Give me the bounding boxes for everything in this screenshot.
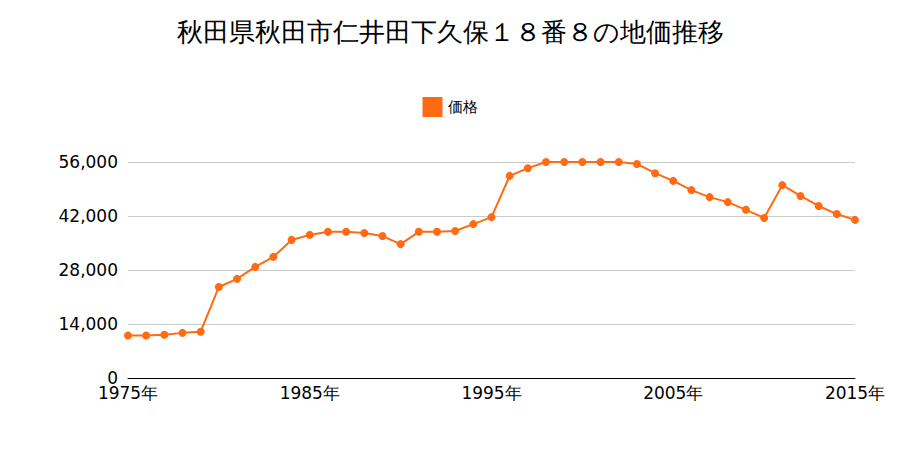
svg-text:1975年: 1975年 (98, 383, 158, 403)
svg-text:価格: 価格 (448, 98, 478, 116)
svg-text:14,000: 14,000 (59, 314, 118, 334)
svg-text:1985年: 1985年 (280, 383, 340, 403)
svg-text:42,000: 42,000 (59, 206, 118, 226)
svg-text:2015年: 2015年 (825, 383, 885, 403)
svg-text:1995年: 1995年 (461, 383, 521, 403)
svg-text:56,000: 56,000 (59, 152, 118, 172)
svg-text:2005年: 2005年 (643, 383, 703, 403)
svg-text:0: 0 (107, 368, 118, 388)
svg-text:秋田県秋田市仁井田下久保１８番８の地価推移: 秋田県秋田市仁井田下久保１８番８の地価推移 (177, 17, 724, 47)
svg-text:28,000: 28,000 (59, 260, 118, 280)
